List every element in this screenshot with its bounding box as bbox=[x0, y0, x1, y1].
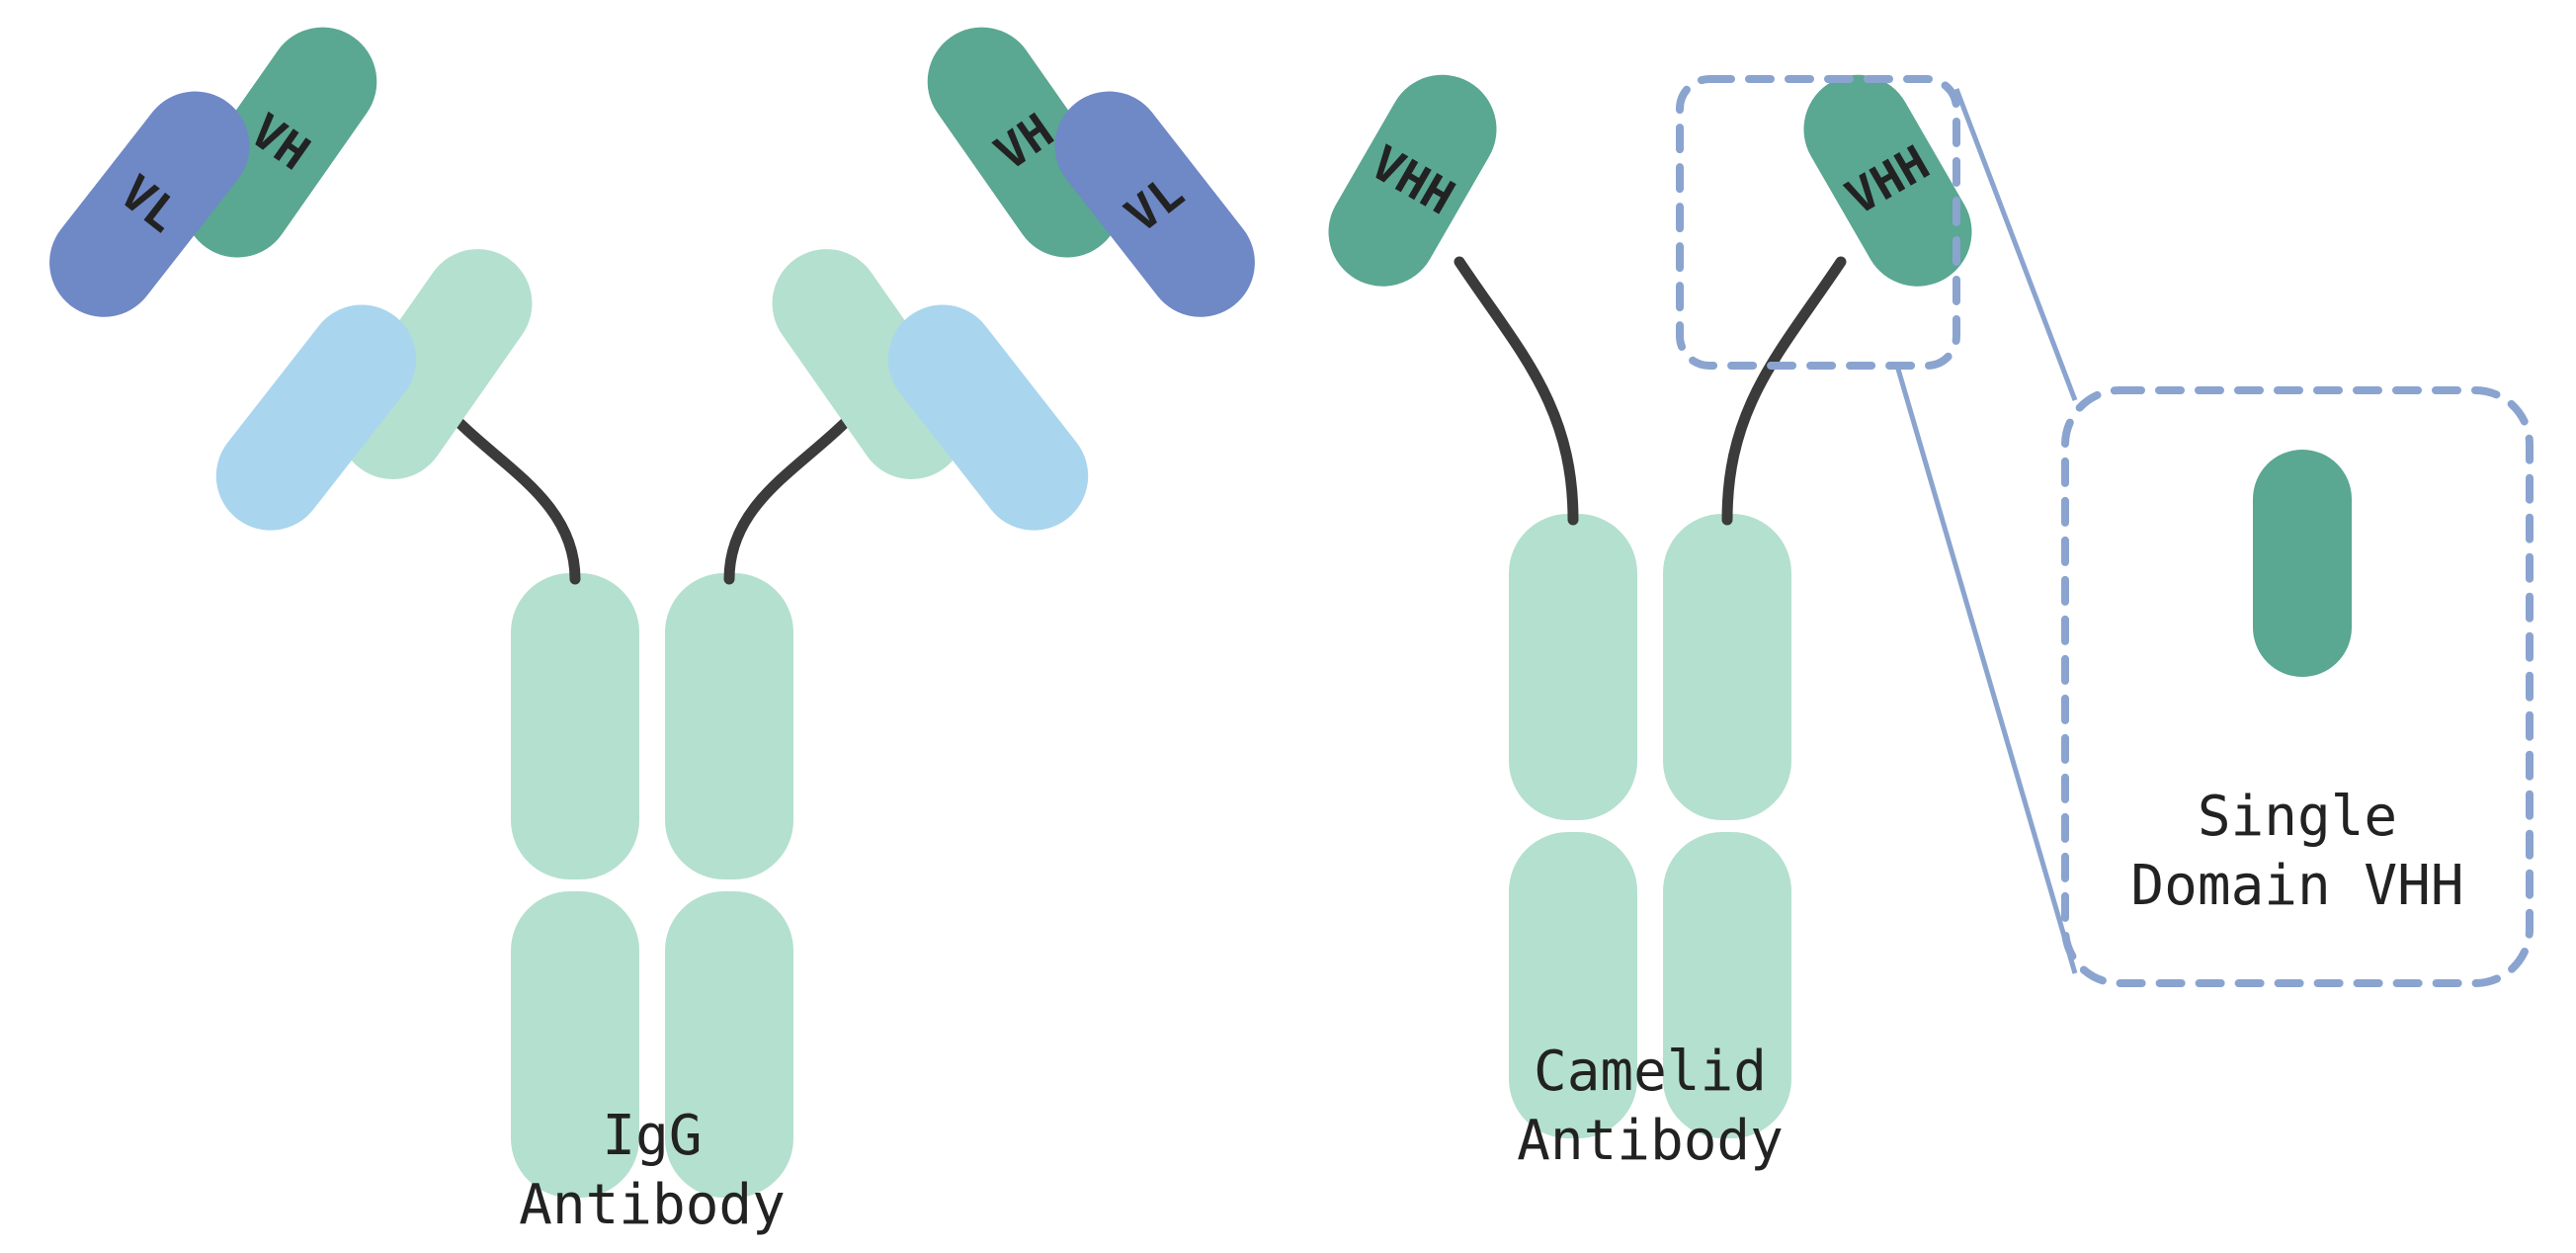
igg-ch2 bbox=[511, 573, 639, 879]
single-caption-l1: Single bbox=[2065, 783, 2530, 852]
igg-hinge bbox=[457, 420, 575, 579]
igg-ch2 bbox=[665, 573, 793, 879]
camelid-caption: Camelid Antibody bbox=[1433, 1038, 1868, 1176]
single-caption-l2: Domain VHH bbox=[2065, 852, 2530, 921]
igg-caption: IgG Antibody bbox=[455, 1102, 850, 1240]
camelid-caption-l2: Antibody bbox=[1433, 1107, 1868, 1176]
igg-caption-l1: IgG bbox=[455, 1102, 850, 1171]
cam-hinge bbox=[1727, 262, 1841, 520]
cam-hinge bbox=[1459, 262, 1573, 520]
igg-hinge bbox=[729, 420, 848, 579]
camelid-caption-l1: Camelid bbox=[1433, 1038, 1868, 1107]
single-vhh bbox=[2253, 450, 2352, 677]
callout-connector bbox=[1956, 89, 2075, 400]
callout-connector bbox=[1897, 366, 2075, 973]
single-domain-caption: Single Domain VHH bbox=[2065, 783, 2530, 921]
antibody-diagram: VHVHVLVLVHHVHH IgG Antibody Camelid Anti… bbox=[0, 0, 2576, 1253]
cam-vhh: VHH bbox=[1308, 55, 1516, 306]
cam-ch2 bbox=[1509, 514, 1637, 820]
igg-caption-l2: Antibody bbox=[455, 1171, 850, 1240]
diagram-svg: VHVHVLVLVHHVHH bbox=[0, 0, 2576, 1253]
cam-ch2 bbox=[1663, 514, 1791, 820]
